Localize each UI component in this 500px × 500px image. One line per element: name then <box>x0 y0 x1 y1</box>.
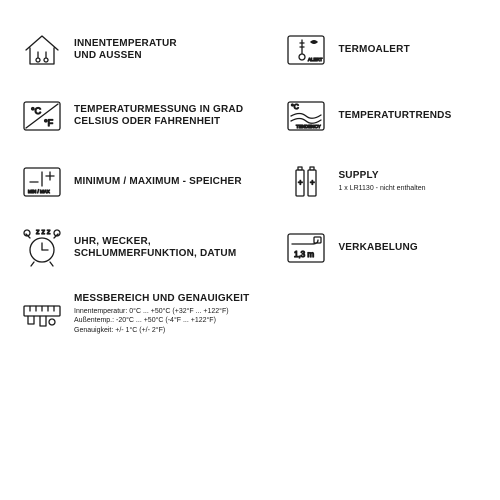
svg-text:1,3 m: 1,3 m <box>294 250 314 259</box>
svg-text:°C: °C <box>31 106 42 116</box>
svg-text:°C: °C <box>291 103 299 111</box>
feature-title: MINIMUM / MAXIMUM - SPEICHER <box>74 176 242 188</box>
clock-alarm-icon: z z z <box>20 226 64 270</box>
right-column: ALERT TERMOALERT °C TENDENCY TEMPERATURT… <box>284 28 480 336</box>
min-max-icon: MIN / MAX <box>20 160 64 204</box>
feature-subtitle: 1 x LR1130 - nicht enthalten <box>338 184 425 193</box>
feature-title: UHR, WECKER, SCHLUMMERFUNKTION, DATUM <box>74 236 264 260</box>
c-f-icon: °C °F <box>20 94 64 138</box>
svg-text:ALERT: ALERT <box>308 57 323 62</box>
thermo-alert-icon: ALERT <box>284 28 328 72</box>
feature-cable: 1,3 m VERKABELUNG <box>284 226 480 270</box>
feature-title: SUPPLY <box>338 170 425 182</box>
feature-title: TEMPERATURTRENDS <box>338 110 451 122</box>
feature-trends: °C TENDENCY TEMPERATURTRENDS <box>284 94 480 138</box>
cable-icon: 1,3 m <box>284 226 328 270</box>
feature-title: INNENTEMPERATURUND AUSSEN <box>74 38 177 62</box>
svg-text:MIN / MAX: MIN / MAX <box>28 189 50 194</box>
feature-grid: INNENTEMPERATURUND AUSSEN °C °F TEMPERAT… <box>20 28 480 336</box>
batteries-icon: + + <box>284 160 328 204</box>
svg-text:°F: °F <box>44 118 54 128</box>
feature-title: VERKABELUNG <box>338 242 417 254</box>
left-column: INNENTEMPERATURUND AUSSEN °C °F TEMPERAT… <box>20 28 264 336</box>
svg-text:+: + <box>310 178 315 187</box>
svg-text:TENDENCY: TENDENCY <box>296 124 321 129</box>
feature-supply: + + SUPPLY 1 x LR1130 - nicht enthalten <box>284 160 480 204</box>
feature-indoor-outdoor: INNENTEMPERATURUND AUSSEN <box>20 28 264 72</box>
feature-title: TEMPERATURMESSUNG IN GRAD CELSIUS ODER F… <box>74 104 264 128</box>
svg-text:z z z: z z z <box>36 229 51 236</box>
feature-subtitle: Innentemperatur: 0°C ... +50°C (+32°F ..… <box>74 307 249 335</box>
feature-clock: z z z UHR, WECKER, SCHLUMMERFUNKTION, DA… <box>20 226 264 270</box>
caliper-icon <box>20 292 64 336</box>
feature-title: TERMOALERT <box>338 44 409 56</box>
feature-thermoalert: ALERT TERMOALERT <box>284 28 480 72</box>
house-temp-icon <box>20 28 64 72</box>
feature-min-max: MIN / MAX MINIMUM / MAXIMUM - SPEICHER <box>20 160 264 204</box>
tendency-icon: °C TENDENCY <box>284 94 328 138</box>
feature-accuracy: MESSBEREICH UND GENAUIGKEIT Innentempera… <box>20 292 264 336</box>
feature-celsius-fahrenheit: °C °F TEMPERATURMESSUNG IN GRAD CELSIUS … <box>20 94 264 138</box>
svg-text:+: + <box>298 178 303 187</box>
feature-title: MESSBEREICH UND GENAUIGKEIT <box>74 293 249 305</box>
